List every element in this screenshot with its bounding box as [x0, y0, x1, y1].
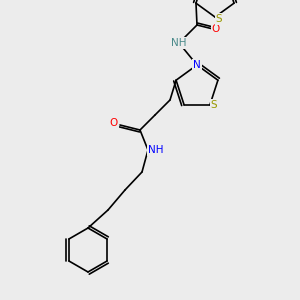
Text: O: O — [212, 24, 220, 34]
Text: S: S — [216, 14, 222, 24]
Text: NH: NH — [171, 38, 187, 48]
Text: O: O — [110, 118, 118, 128]
Text: N: N — [193, 60, 201, 70]
Text: S: S — [211, 100, 217, 110]
Text: NH: NH — [148, 145, 164, 155]
